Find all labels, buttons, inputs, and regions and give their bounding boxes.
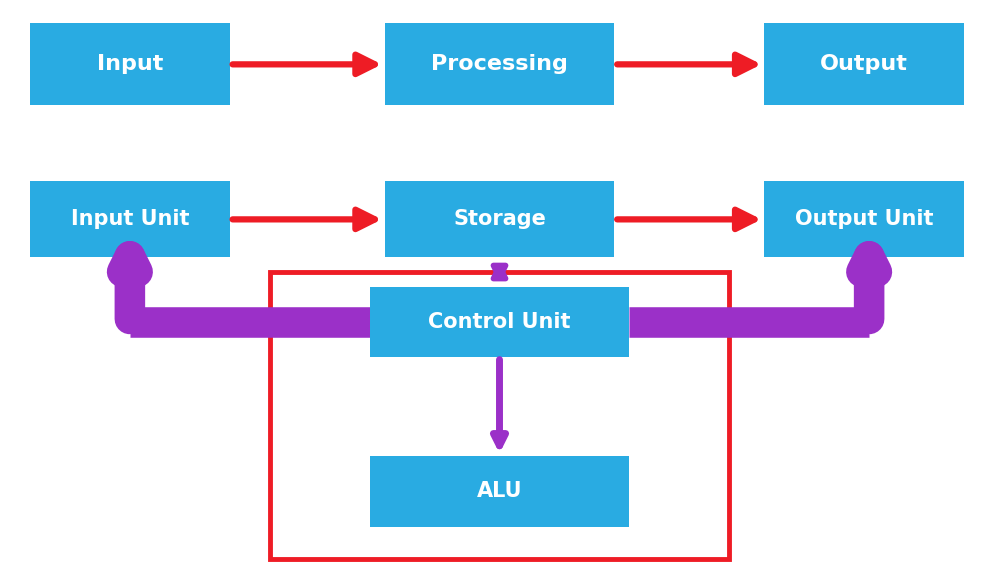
FancyBboxPatch shape <box>764 181 964 257</box>
FancyBboxPatch shape <box>30 181 230 257</box>
Text: Output: Output <box>820 54 908 74</box>
Text: Processing: Processing <box>431 54 568 74</box>
Text: Control Unit: Control Unit <box>429 312 570 332</box>
FancyBboxPatch shape <box>370 287 629 357</box>
FancyBboxPatch shape <box>385 23 614 105</box>
Text: Input: Input <box>97 54 163 74</box>
FancyBboxPatch shape <box>30 23 230 105</box>
Text: Output Unit: Output Unit <box>795 209 933 229</box>
Text: ALU: ALU <box>477 481 522 501</box>
Text: Storage: Storage <box>454 209 545 229</box>
Bar <box>270 272 729 559</box>
FancyBboxPatch shape <box>370 456 629 526</box>
FancyBboxPatch shape <box>764 23 964 105</box>
Text: Input Unit: Input Unit <box>71 209 189 229</box>
FancyBboxPatch shape <box>385 181 614 257</box>
